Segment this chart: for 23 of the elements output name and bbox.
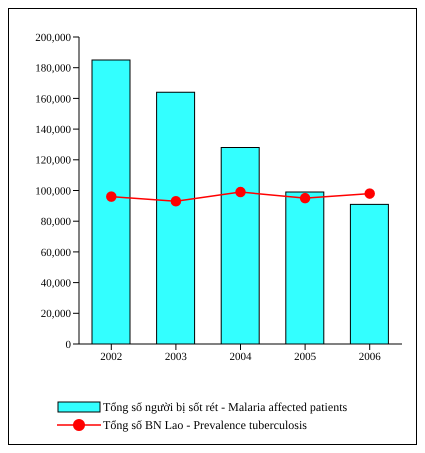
legend-label: Tổng số BN Lao - Prevalence tuberculosis: [103, 418, 307, 432]
point: [170, 196, 182, 206]
y-tick-label: 120,000: [35, 154, 72, 167]
x-tick-label: 2004: [230, 350, 252, 363]
y-tick-label: 60,000: [40, 246, 72, 259]
y-tick-label: 200,000: [35, 32, 72, 44]
y-tick-label: 180,000: [35, 62, 72, 75]
x-tick-label: 2005: [294, 350, 317, 363]
y-tick-label: 100,000: [35, 185, 72, 198]
x-tick-label: 2003: [164, 350, 188, 363]
x-tick-label: 2002: [100, 350, 122, 363]
legend-label: Tổng số người bị sốt rét - Malaria affected patients: [103, 400, 348, 414]
y-tick-label: 0: [66, 338, 72, 351]
y-tick-label: 140,000: [35, 124, 72, 136]
point: [235, 186, 246, 198]
y-tick-label: 20,000: [40, 308, 72, 320]
y-tick-label: 80,000: [40, 216, 72, 228]
point: [300, 192, 310, 204]
y-tick-label: 40,000: [40, 278, 72, 290]
point: [106, 191, 117, 202]
x-tick-label: 2006: [358, 350, 382, 363]
y-tick-label: 160,000: [35, 93, 72, 106]
point: [364, 188, 375, 199]
